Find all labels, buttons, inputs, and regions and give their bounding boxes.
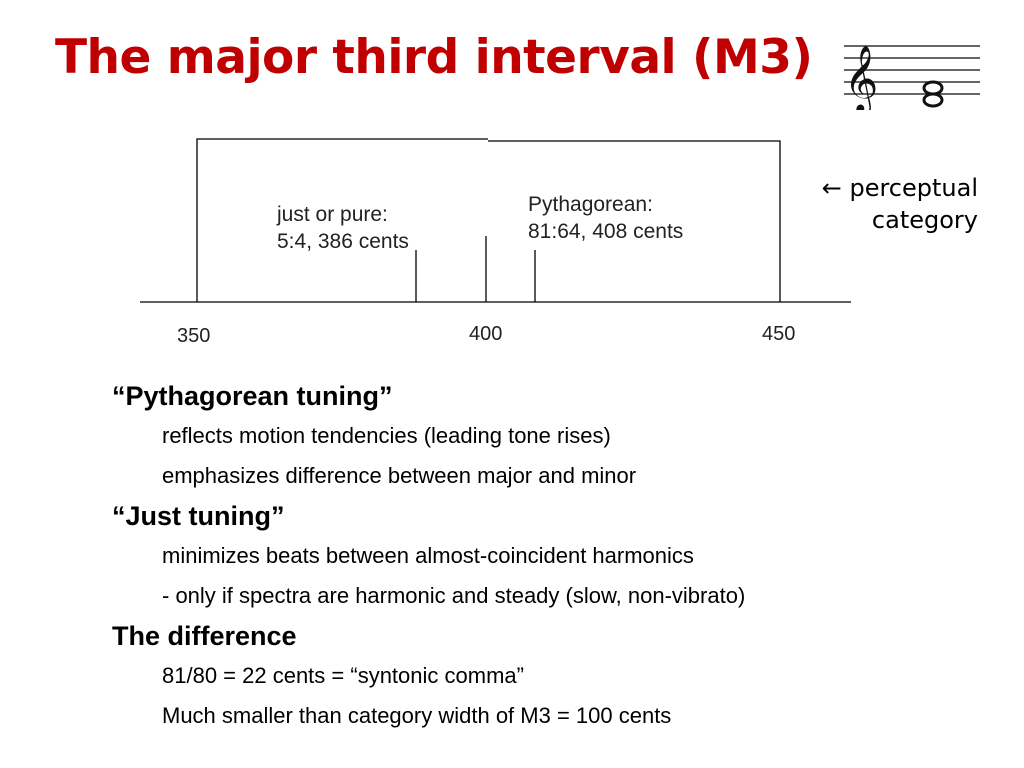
svg-text:𝄞: 𝄞: [844, 44, 878, 110]
just-label-line1: just or pure:: [277, 203, 388, 226]
pythagorean-label-line2: 81:64, 408 cents: [528, 220, 684, 243]
tick-label-400: 400: [469, 323, 503, 345]
bullet-item: Much smaller than category width of M3 =…: [162, 703, 672, 728]
bullet-heading: “Just tuning”: [112, 501, 285, 531]
bullet-heading: The difference: [112, 621, 297, 651]
tick-label-350: 350: [177, 325, 211, 347]
perceptual-text: perceptual: [849, 174, 978, 202]
pythagorean-label: Pythagorean: 81:64, 408 cents: [528, 191, 683, 245]
left-arrow-icon: ←: [821, 174, 842, 202]
category-box: [196, 138, 488, 302]
bullet-item: 81/80 = 22 cents = “syntonic comma”: [162, 663, 524, 688]
cents-diagram: [140, 138, 851, 303]
category-box-right: [488, 140, 781, 302]
tick-label-450: 450: [762, 323, 796, 345]
category-text: category: [871, 206, 978, 234]
bullet-item: minimizes beats between almost-coinciden…: [162, 543, 694, 568]
bullet-item: emphasizes difference between major and …: [162, 463, 637, 488]
perceptual-category-note: ← perceptual category: [822, 172, 978, 236]
treble-clef-staff-icon: 𝄞: [844, 44, 980, 110]
pythagorean-label-line1: Pythagorean:: [528, 193, 653, 216]
bullet-list: “Pythagorean tuning” reflects motion ten…: [112, 376, 992, 736]
just-label: just or pure: 5:4, 386 cents: [277, 201, 409, 255]
bullet-item: reflects motion tendencies (leading tone…: [162, 423, 611, 448]
bullet-heading: “Pythagorean tuning”: [112, 381, 393, 411]
just-label-line2: 5:4, 386 cents: [277, 230, 409, 253]
slide-title: The major third interval (M3): [55, 30, 813, 85]
bullet-item: - only if spectra are harmonic and stead…: [162, 583, 746, 608]
